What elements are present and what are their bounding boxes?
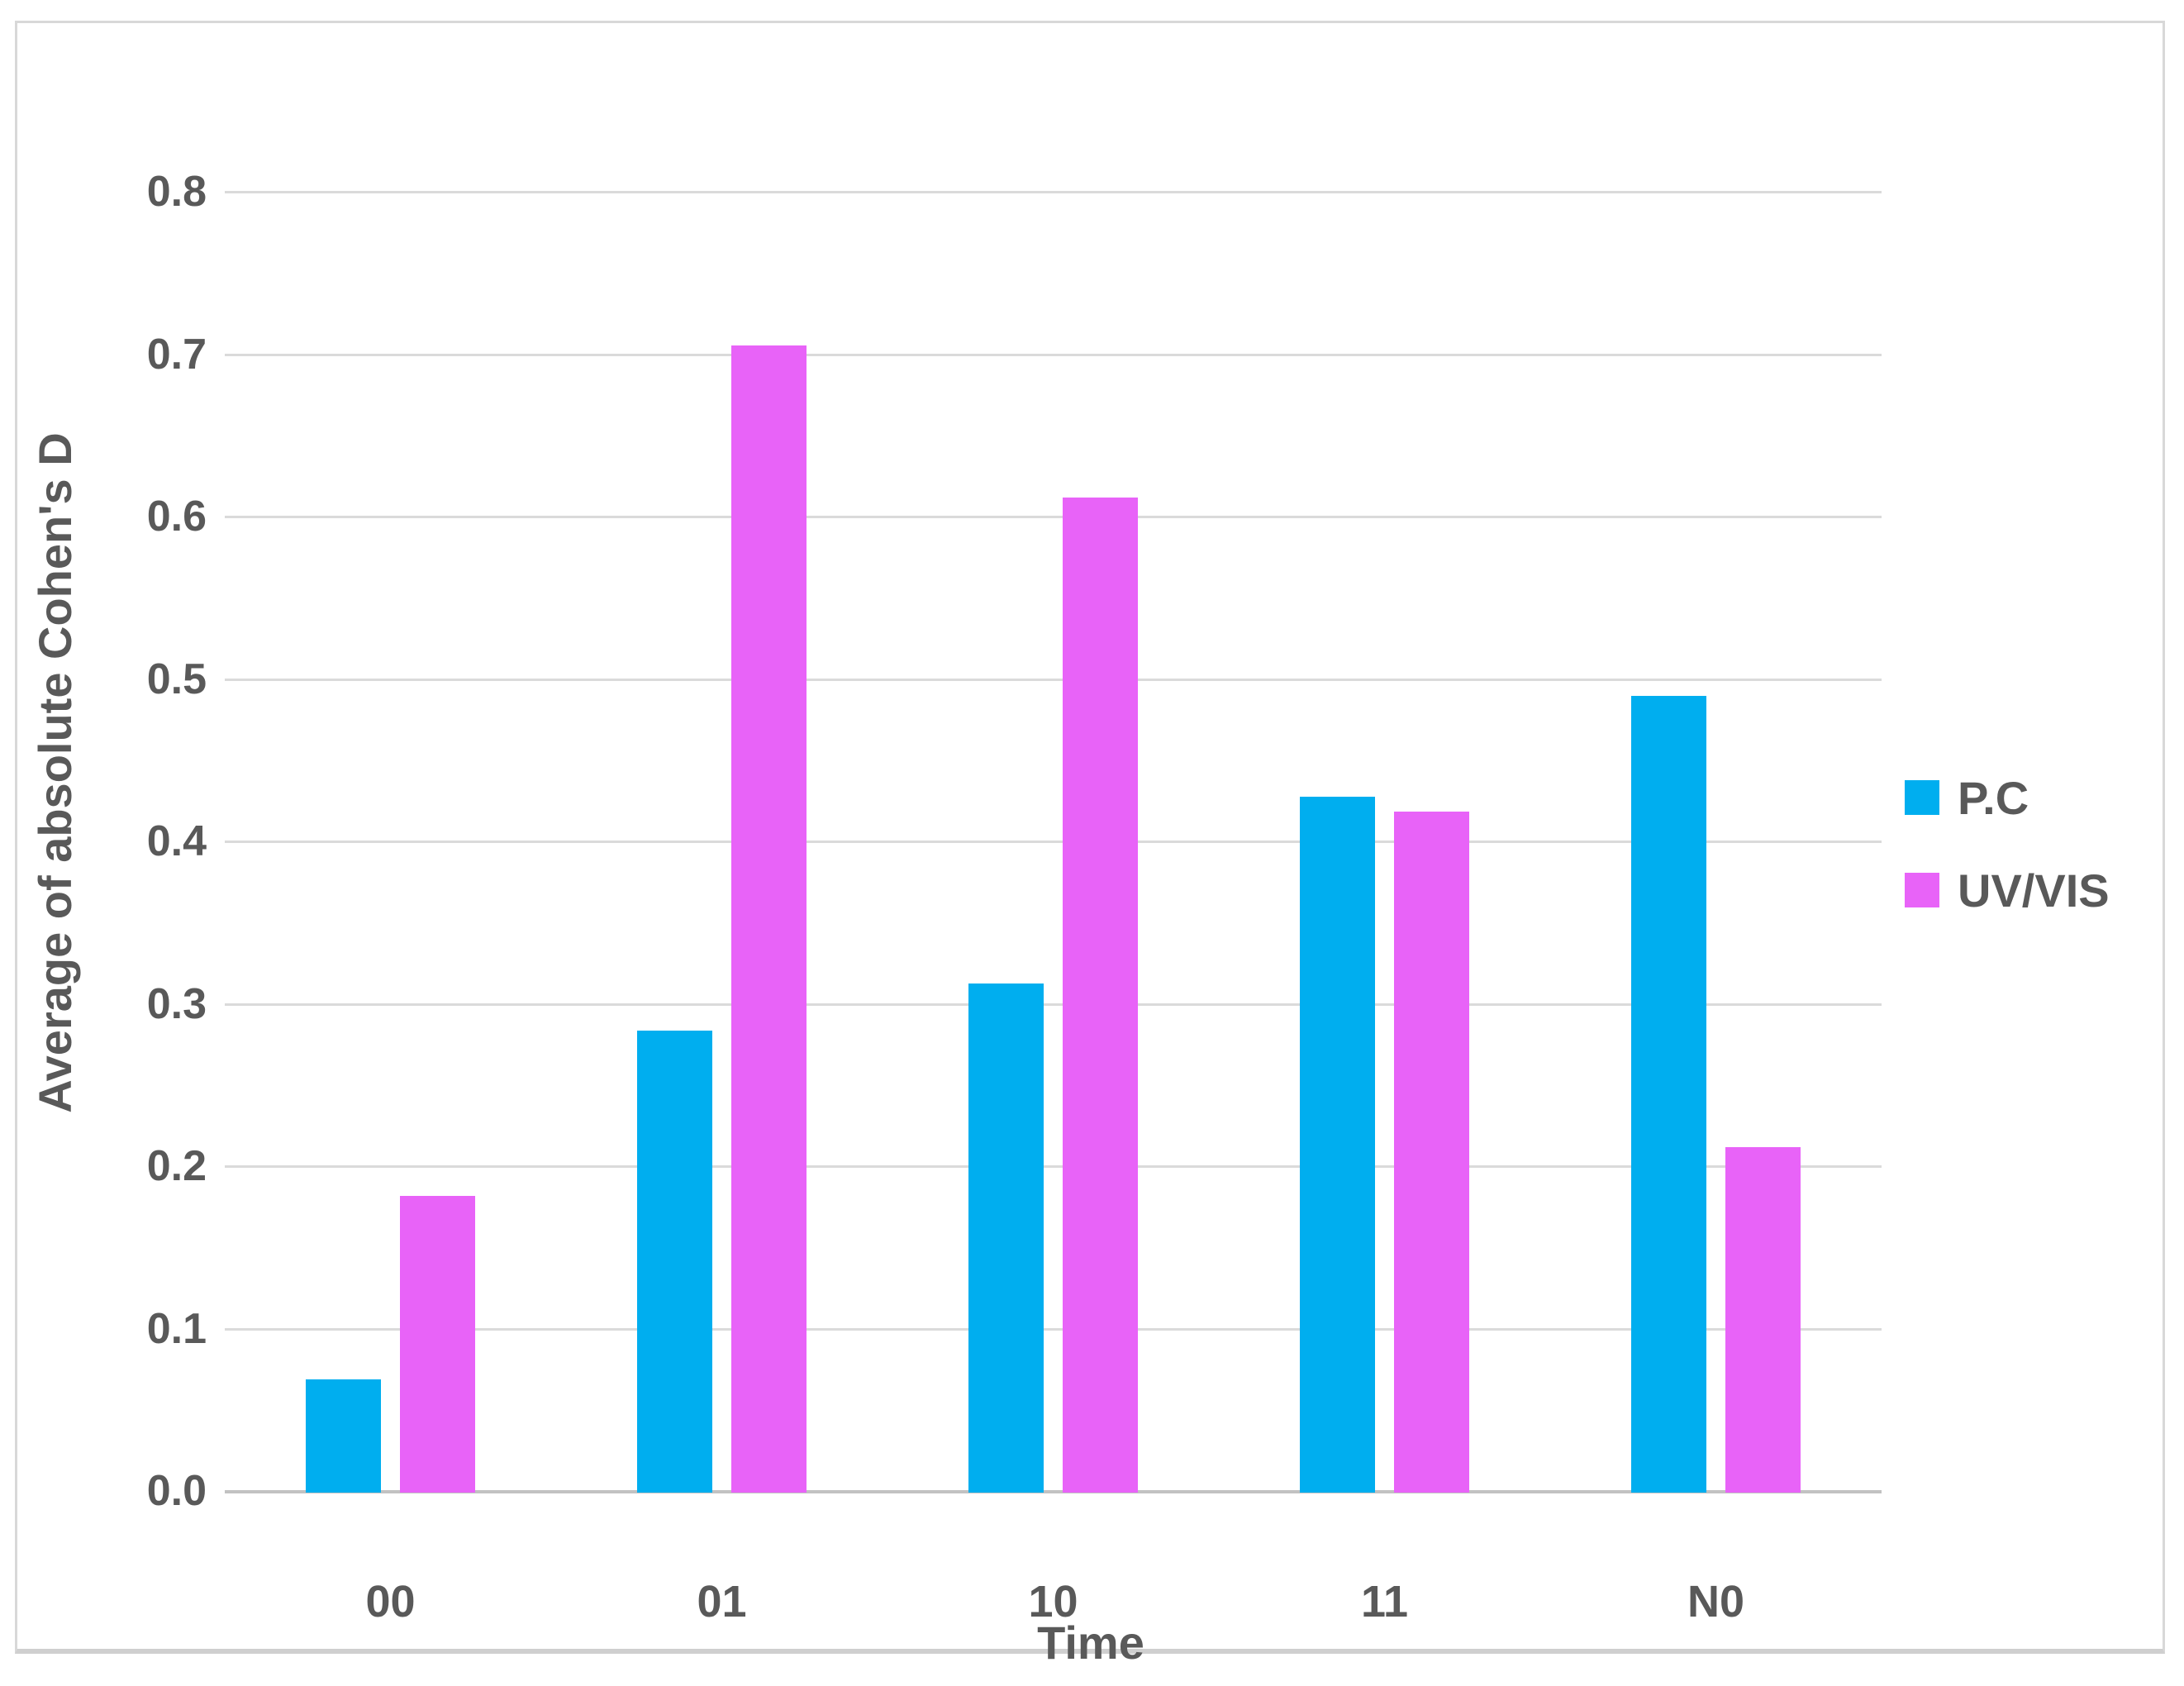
- y-axis-title: Average of absolute Cohen's D: [29, 432, 81, 1113]
- y-tick-label-0.3: 0.3: [146, 979, 207, 1028]
- bar-uvvis-11: [1394, 811, 1469, 1493]
- x-tick-label-10: 10: [1028, 1577, 1078, 1626]
- bar-pc-11: [1300, 796, 1375, 1493]
- x-tick-label-01: 01: [697, 1577, 747, 1626]
- y-tick-label-0.0: 0.0: [146, 1467, 207, 1515]
- gridline-0.4: [225, 841, 1882, 843]
- bar-pc-01: [637, 1030, 712, 1493]
- y-tick-label-0.6: 0.6: [146, 493, 207, 541]
- legend-item-uvvis: UV/VIS: [1905, 864, 2110, 917]
- gridline-0.7: [225, 353, 1882, 356]
- gridline-0.5: [225, 678, 1882, 681]
- bar-uvvis-10: [1063, 498, 1138, 1493]
- gridline-0.2: [225, 1165, 1882, 1168]
- x-tick-label-11: 11: [1360, 1577, 1409, 1626]
- gridline-0.3: [225, 1003, 1882, 1006]
- bar-pc-10: [968, 983, 1044, 1493]
- bar-uvvis-00: [400, 1196, 475, 1493]
- legend-item-pc: P.C: [1905, 772, 2029, 824]
- legend-swatch-uvvis: [1905, 873, 1939, 907]
- gridline-0.0: [225, 1490, 1882, 1493]
- legend-swatch-pc: [1905, 780, 1939, 815]
- y-tick-label-0.1: 0.1: [146, 1304, 207, 1353]
- x-tick-label-00: 00: [365, 1577, 416, 1626]
- y-tick-label-0.2: 0.2: [146, 1142, 207, 1190]
- x-axis-title: Time: [1037, 1617, 1144, 1669]
- y-tick-label-0.7: 0.7: [146, 330, 207, 379]
- y-tick-label-0.4: 0.4: [146, 817, 207, 865]
- bar-uvvis-01: [731, 345, 807, 1493]
- legend-label-pc: P.C: [1958, 771, 2029, 824]
- bar-pc-00: [306, 1379, 381, 1493]
- x-tick-label-N0: N0: [1687, 1577, 1745, 1626]
- bar-uvvis-N0: [1725, 1147, 1801, 1493]
- legend-label-uvvis: UV/VIS: [1958, 864, 2110, 917]
- gridline-0.6: [225, 516, 1882, 518]
- gridline-0.1: [225, 1327, 1882, 1331]
- y-tick-label-0.8: 0.8: [146, 168, 207, 216]
- gridline-0.8: [225, 191, 1882, 193]
- bar-pc-N0: [1631, 696, 1706, 1493]
- y-tick-label-0.5: 0.5: [146, 655, 207, 703]
